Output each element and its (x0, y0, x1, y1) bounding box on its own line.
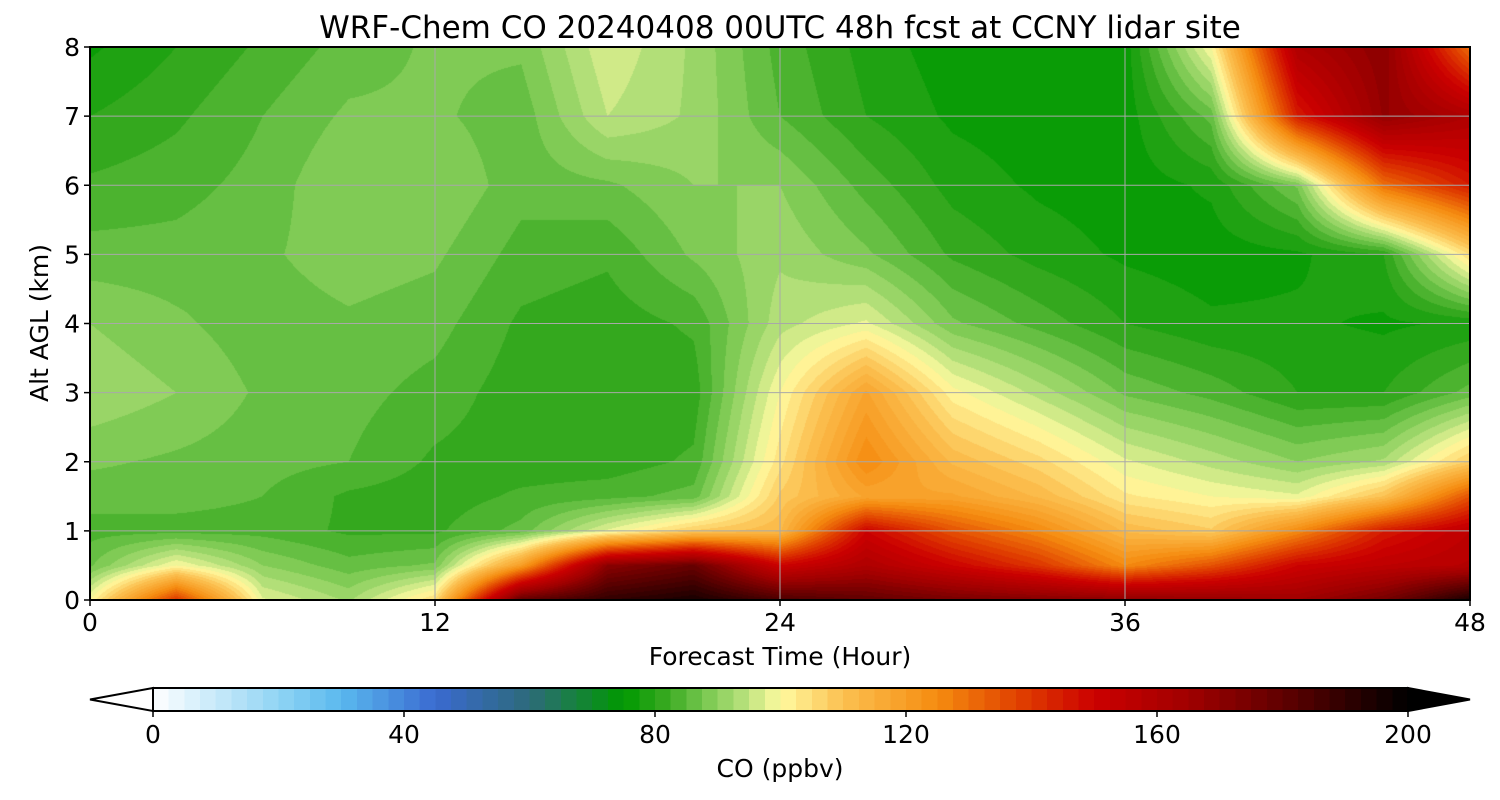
colorbar-gradient (153, 688, 1408, 711)
colorbar-tick-label: 40 (388, 720, 420, 749)
y-tick-label: 8 (64, 33, 80, 62)
y-tick-label: 2 (64, 448, 80, 477)
x-axis-label: Forecast Time (Hour) (649, 642, 912, 671)
x-tick-label: 0 (82, 608, 98, 637)
colorbar-extend-low (89, 686, 154, 713)
colorbar-tick-label: 80 (639, 720, 671, 749)
chart-title: WRF-Chem CO 20240408 00UTC 48h fcst at C… (319, 10, 1241, 46)
y-axis: 0 1 2 3 4 5 6 7 8 (64, 33, 90, 615)
x-tick-label: 12 (419, 608, 451, 637)
colorbar-tick-label: 0 (145, 720, 161, 749)
x-tick-label: 36 (1109, 608, 1141, 637)
plot-area (89, 46, 1471, 601)
y-tick-label: 5 (64, 240, 80, 269)
colorbar-ticks: 0 40 80 120 160 200 (145, 711, 1432, 749)
x-tick-label: 48 (1454, 608, 1486, 637)
y-tick-label: 6 (64, 171, 80, 200)
colorbar-extend-high (1407, 686, 1471, 713)
colorbar-tick-label: 200 (1384, 720, 1432, 749)
y-tick-label: 4 (64, 310, 80, 339)
y-axis-label: Alt AGL (km) (25, 244, 54, 402)
x-axis: 0 12 24 36 48 (82, 600, 1486, 637)
colorbar-frame (152, 687, 1409, 712)
grid (90, 47, 1470, 600)
y-tick-label: 0 (64, 586, 80, 615)
y-tick-label: 3 (64, 379, 80, 408)
y-tick-label: 1 (64, 517, 80, 546)
colorbar-label: CO (ppbv) (717, 754, 844, 783)
colorbar-tick-label: 120 (882, 720, 930, 749)
x-tick-label: 24 (764, 608, 796, 637)
y-tick-label: 7 (64, 102, 80, 131)
colorbar: 0 40 80 120 160 200 CO (ppbv) (89, 686, 1471, 783)
colorbar-tick-label: 160 (1133, 720, 1181, 749)
